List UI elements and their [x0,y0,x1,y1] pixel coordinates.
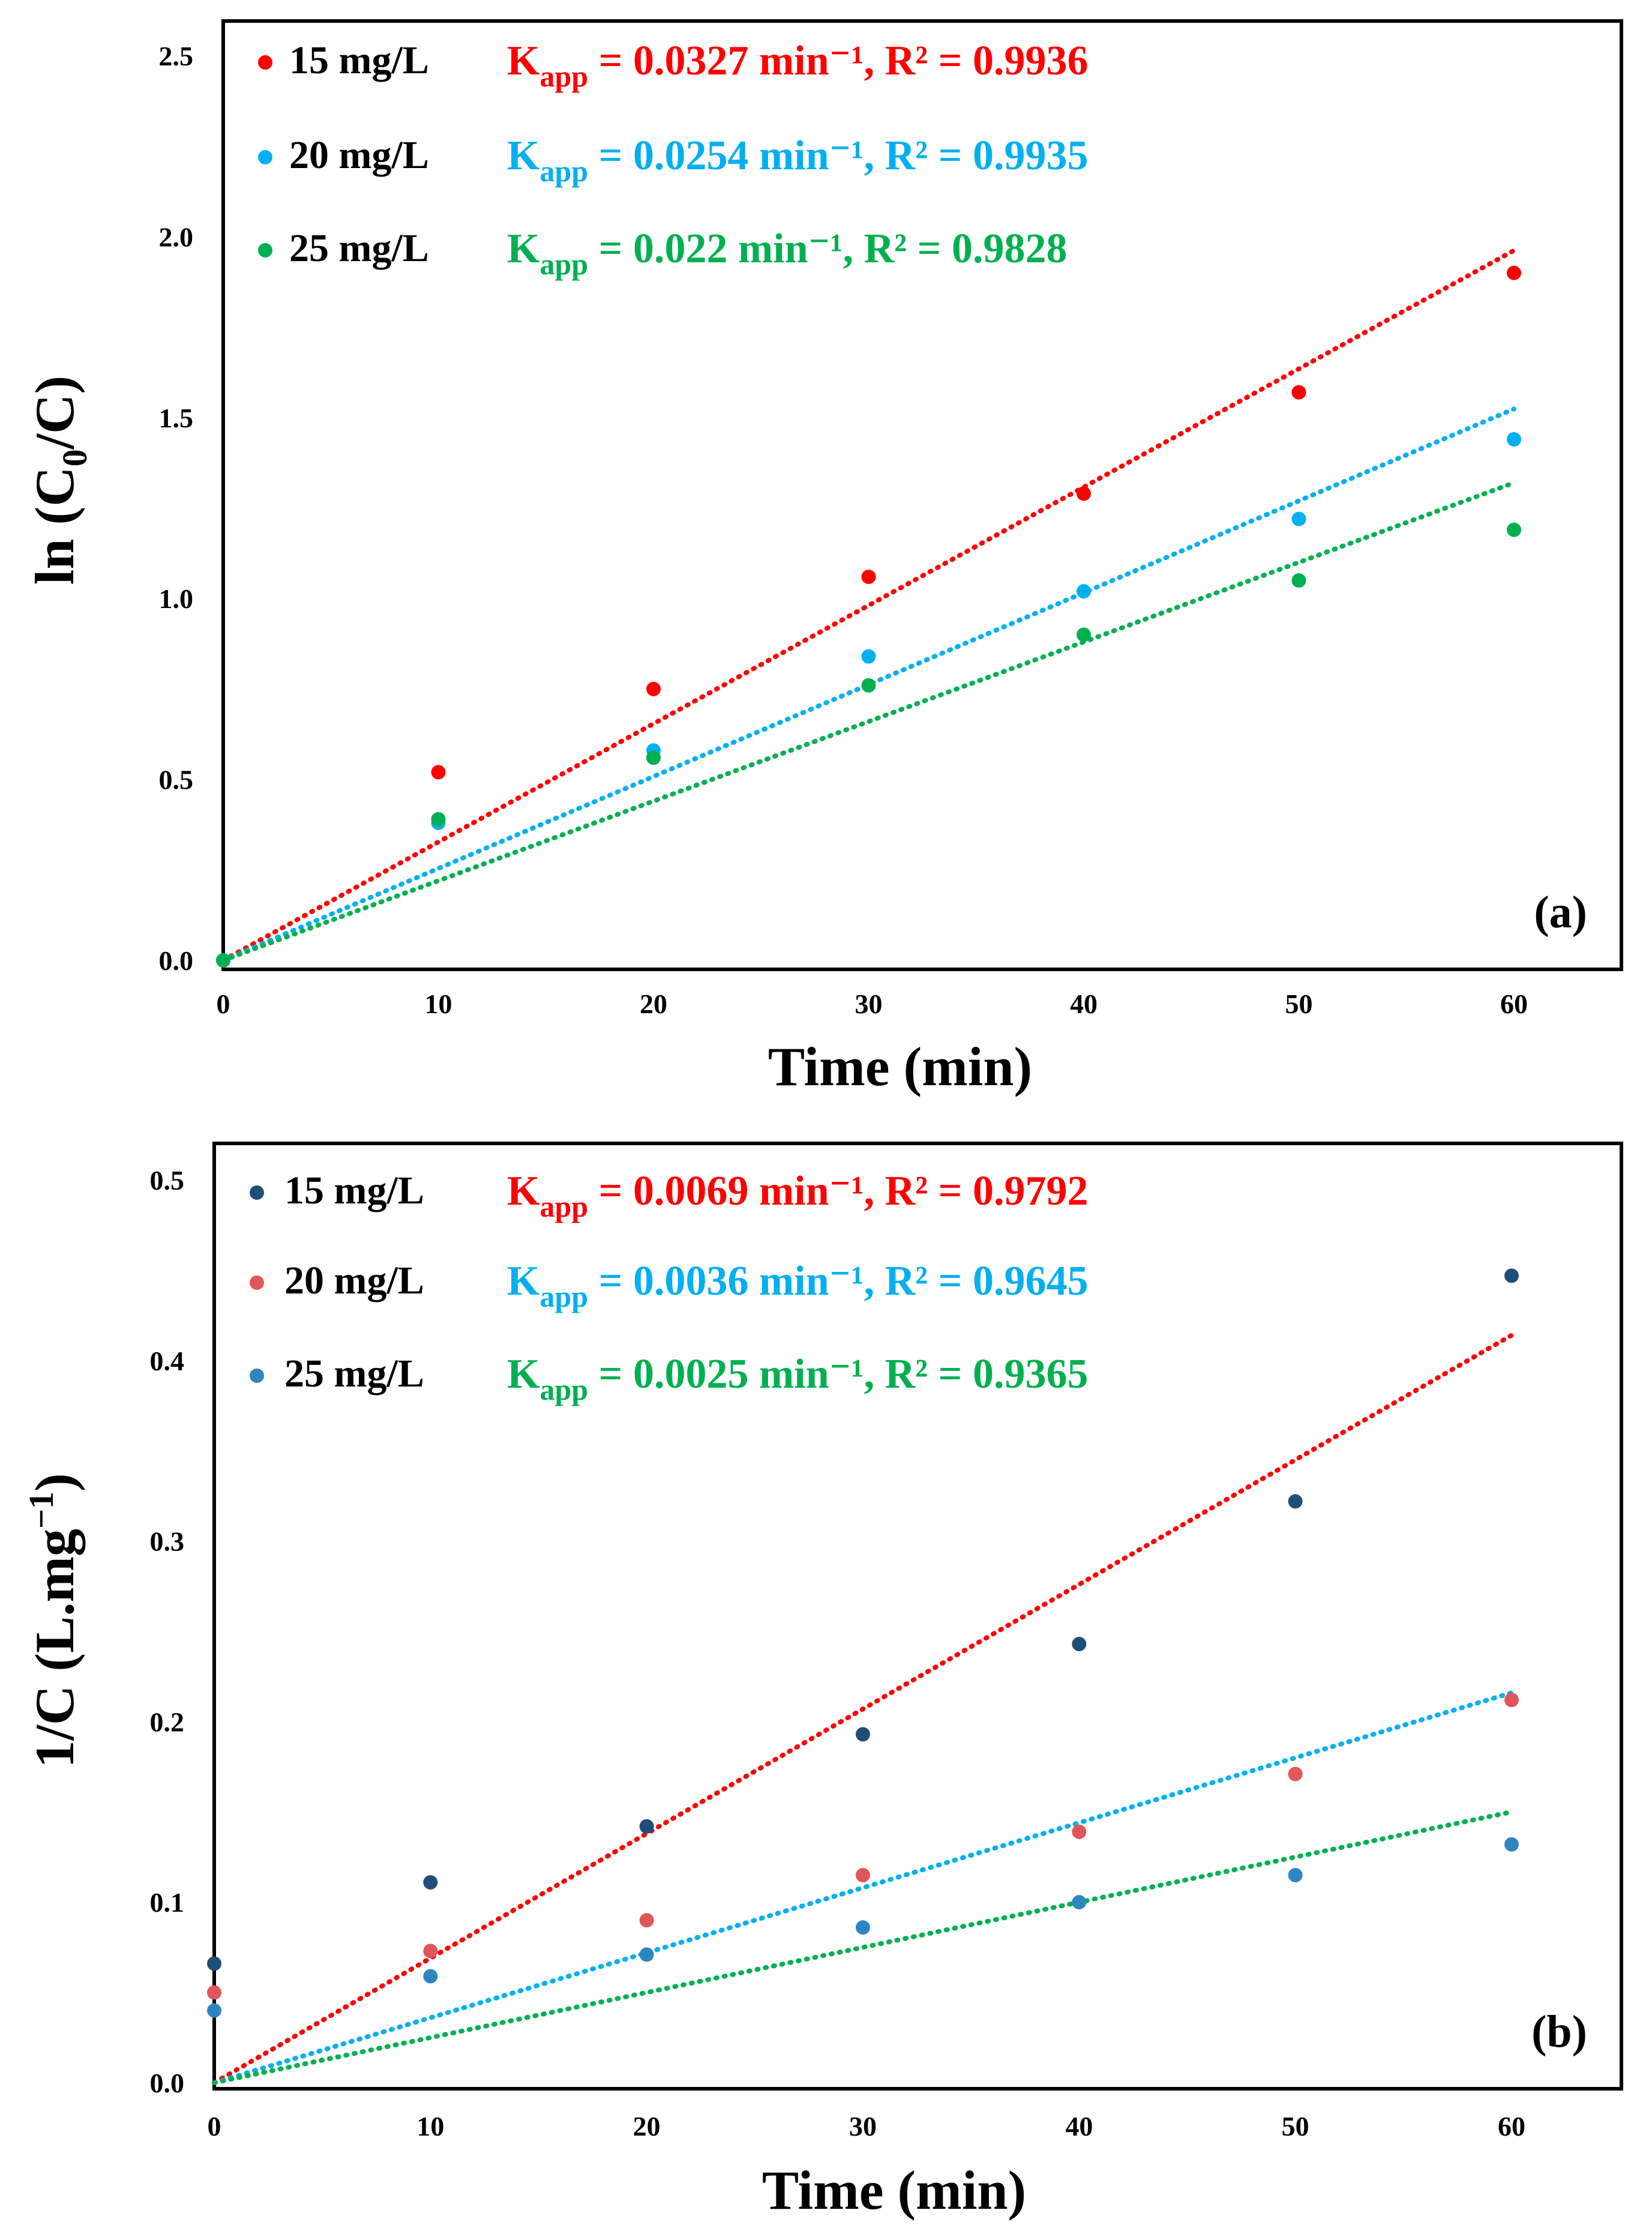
panel-b-y-tick-label: 0.3 [150,1526,185,1557]
panel-a-y-tick-label: 2.5 [159,41,194,71]
panel-b-x-tick-label: 30 [849,2111,877,2142]
panel-b-x-tick-label: 60 [1498,2111,1525,2142]
panel-a-y-tick-label: 0.5 [159,765,194,795]
panel-b-legend-marker [250,1275,264,1290]
panel-a-data-point [1507,432,1521,447]
panel-a-x-tick-label: 50 [1285,989,1313,1019]
panel-a-data-point [861,570,876,585]
panel-b-frame [212,1142,1623,2091]
panel-a-y-tick-label: 0.0 [159,945,194,976]
panel-b-data-point [1072,1637,1087,1652]
panel-a: (a) Time (min) ln (C0/C) 0 10 20 30 40 50 60 0.… [24,19,1623,1097]
panel-b-legend-marker [250,1185,264,1200]
panel-b-x-axis-title: Time (min) [762,2160,1026,2221]
panel-a-data-point [1291,511,1306,526]
panel-a-trendline-1 [221,248,1516,963]
panel-a-rate-equation: Kapp = 0.0254 min⁻¹, R² = 0.9935 [507,133,1089,188]
panel-b-y-tick-label: 0.4 [150,1346,185,1376]
panel-a-y-axis-title: ln (C0/C) [24,376,94,585]
panel-a-data-point [1291,573,1306,588]
panel-b-data-point [207,1956,221,1971]
panel-a-x-tick-label: 0 [217,989,230,1019]
panel-a-x-axis-title: Time (min) [768,1036,1032,1097]
panel-b-data-point [423,1969,438,1984]
panel-b-trendline-3 [212,1809,1514,2085]
panel-a-data-point [646,681,661,696]
panel-b-data-point [639,1947,654,1962]
panel-a-data-point [216,953,230,968]
panel-b-data-point [1504,1837,1519,1852]
panel-a-y-tick-label: 2.0 [159,221,194,252]
panel-a-label: (a) [1534,887,1587,938]
panel-a-legend-label: 15 mg/L [289,38,429,82]
panel-b-data-point [1504,1693,1519,1708]
panel-a-rate-equation: Kapp = 0.0327 min⁻¹, R² = 0.9936 [507,38,1089,93]
panel-a-x-tick-label: 30 [855,989,883,1019]
panel-b-data-point [207,1985,221,2000]
panel-b-data-point [856,1727,870,1742]
panel-b-data-point [1072,1824,1087,1839]
panel-b-data-point [1288,1494,1303,1509]
panel-a-trendline-2 [221,406,1516,963]
panel-a-x-tick-label: 60 [1500,989,1528,1019]
panel-b-rate-equation: Kapp = 0.0036 min⁻¹, R² = 0.9645 [507,1258,1089,1313]
panel-b-data-point [423,1943,438,1959]
panel-b-x-tick-label: 20 [633,2111,661,2142]
panel-a-x-tick-label: 20 [640,989,667,1019]
panel-b-rate-equation: Kapp = 0.0069 min⁻¹, R² = 0.9792 [507,1168,1089,1223]
panel-b-x-tick-label: 50 [1282,2111,1309,2142]
panel-a-legend-label: 20 mg/L [289,133,429,177]
panel-a-legend-label: 25 mg/L [289,226,429,270]
panel-b-data-point [423,1875,438,1890]
panel-b-data-point [856,1868,870,1883]
panel-a-frame [221,19,1623,971]
panel-a-data-point [1077,627,1091,642]
panel-a-x-tick-label: 40 [1070,989,1098,1019]
panel-b: (b) Time (min) 1/C (L.mg−1) 0 10 20 30 40 50 6… [22,1142,1623,2221]
panel-b-rate-equation: Kapp = 0.0025 min⁻¹, R² = 0.9365 [507,1351,1089,1406]
panel-b-data-point [856,1920,870,1935]
panel-a-data-point [1507,265,1521,280]
panel-a-y-tick-label: 1.0 [159,583,194,614]
panel-b-legend-marker [250,1368,264,1383]
panel-b-y-tick-label: 0.0 [150,2068,185,2098]
panel-b-legend-label: 20 mg/L [284,1259,424,1302]
panel-a-y-tick-label: 1.5 [159,403,194,433]
panel-b-x-tick-label: 0 [208,2111,221,2142]
panel-b-data-point [1504,1268,1519,1283]
panel-b-label: (b) [1531,2007,1587,2057]
panel-b-y-tick-label: 0.1 [150,1887,185,1918]
panel-a-data-point [646,750,661,765]
panel-b-data-point [1072,1895,1087,1910]
panel-a-data-point [431,811,446,826]
panel-b-y-tick-label: 0.5 [150,1165,185,1196]
panel-a-legend-marker [258,55,272,70]
panel-a-data-point [861,649,876,664]
panel-b-data-point [639,1819,654,1834]
panel-a-data-point [1077,486,1091,501]
panel-b-data-point [1288,1766,1303,1781]
panel-b-x-tick-label: 40 [1065,2111,1093,2142]
panel-b-legend-label: 25 mg/L [284,1352,424,1395]
panel-b-data-point [639,1913,654,1928]
panel-a-rate-equation: Kapp = 0.022 min⁻¹, R² = 0.9828 [507,226,1068,281]
panel-a-legend-marker [258,150,272,164]
panel-b-y-tick-label: 0.2 [150,1706,185,1737]
panel-b-trendline-1 [212,1332,1514,2085]
panel-a-trendline-3 [221,480,1516,963]
panel-b-legend-label: 15 mg/L [284,1169,424,1212]
panel-a-data-point [1077,584,1091,599]
panel-a-legend-marker [258,243,272,257]
panel-b-data-point [207,2003,221,2018]
panel-b-x-tick-label: 10 [416,2111,444,2142]
panel-b-y-axis-title: 1/C (L.mg−1) [22,1473,85,1768]
panel-a-data-point [431,765,446,780]
panel-b-trendline-2 [212,1690,1514,2085]
panel-a-data-point [1507,522,1521,537]
panel-a-x-tick-label: 10 [425,989,452,1019]
panel-a-data-point [1291,385,1306,400]
panel-b-data-point [1288,1868,1303,1883]
panel-a-data-point [861,678,876,693]
